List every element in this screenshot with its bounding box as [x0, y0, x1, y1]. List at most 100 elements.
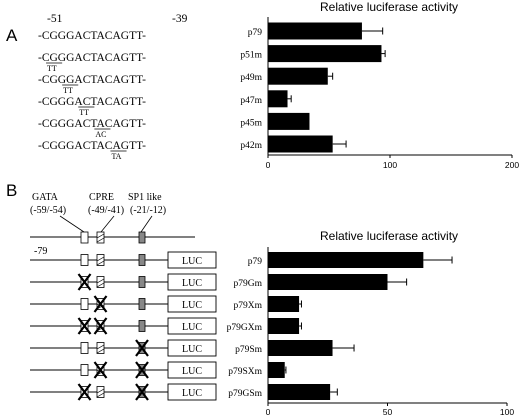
category-label: p42m	[240, 141, 262, 151]
luc-reporter-label: LUC	[182, 256, 202, 267]
sequence-text: -CGGGACTACAGTT-	[38, 96, 146, 108]
panel-a-letter: A	[6, 26, 18, 45]
mutation-x-mark	[93, 317, 108, 335]
element-map	[30, 231, 195, 244]
mutation-substitution: TT	[47, 64, 57, 73]
bar-p42m	[268, 135, 333, 153]
bar-p79Sm	[268, 340, 333, 356]
cpre-element-label: CPRE	[89, 192, 114, 203]
panel-b-letter: B	[6, 181, 17, 200]
cpre-box	[96, 386, 105, 398]
x-tick-label: 200	[505, 160, 519, 170]
cpre-hatch	[96, 260, 105, 266]
gata-box	[80, 254, 89, 266]
cpre-hatch	[96, 256, 105, 262]
cpre-hatch	[96, 282, 105, 288]
chart-a: 0 100 200 p79 p51m p49m p47m p45m p42m	[240, 17, 519, 170]
category-label: p79	[248, 28, 263, 38]
cpre-hatch	[96, 392, 105, 398]
bar-p79	[268, 22, 362, 40]
cpre-hatch	[96, 348, 105, 354]
gata-pointer-line	[59, 215, 85, 233]
mutation-x-mark	[77, 273, 92, 291]
cpre-box	[96, 276, 105, 288]
x-tick-label: 0	[266, 160, 271, 170]
sp1-pointer-line	[140, 215, 153, 233]
cpre-hatch	[96, 278, 105, 284]
bar-p79	[268, 252, 424, 268]
bar-p79GXm	[268, 318, 300, 334]
mutation-substitution: TT	[79, 108, 89, 117]
sequence-list: -CGGGACTACAGTT--CGGGACTACAGTT-TT-CGGGACT…	[38, 30, 146, 161]
mutation-substitution: TA	[111, 152, 121, 161]
mutation-x-mark	[135, 361, 149, 379]
bar-p79SXm	[268, 362, 285, 378]
bar-p51m	[268, 45, 382, 63]
sequence-text: -CGGGACTACAGTT-	[38, 140, 146, 152]
sp1-box	[138, 276, 146, 288]
cpre-hatch	[96, 388, 105, 394]
mutation-substitution: TT	[63, 86, 73, 95]
sequence-end-position: -39	[172, 13, 188, 25]
gata-element-label: GATA	[32, 192, 59, 203]
luc-reporter-label: LUC	[182, 366, 202, 377]
sequence-text: -CGGGACTACAGTT-	[38, 52, 146, 64]
chart-b: 0 50 100 p79 p79Gm p79Xm p79GXm p79Sm p79SXm p79G…	[227, 247, 514, 417]
sp1-element-label: SP1 like	[128, 192, 162, 203]
mutation-x-mark	[135, 383, 149, 401]
luc-reporter-box	[167, 383, 217, 401]
category-label: p45m	[240, 118, 262, 128]
luc-reporter-label: LUC	[182, 388, 202, 399]
mutation-x-mark	[77, 383, 92, 401]
chart-b-title: Relative luciferase activity	[320, 229, 458, 243]
gata-box	[80, 298, 89, 310]
cpre-hatch	[96, 344, 105, 350]
luc-reporter-box	[167, 339, 217, 357]
bar-p45m	[268, 112, 310, 130]
mutation-x-mark	[93, 295, 108, 313]
bar-p47m	[268, 90, 288, 108]
luc-reporter-box	[167, 361, 217, 379]
bar-p79Gm	[268, 274, 388, 290]
category-label: p79Gm	[234, 279, 263, 289]
category-label: p47m	[240, 96, 262, 106]
luc-reporter-box	[167, 317, 217, 335]
mutation-x-mark	[93, 361, 108, 379]
luc-reporter-box	[167, 295, 217, 313]
category-label: p79Xm	[234, 301, 263, 311]
construct-list: LUC LUC LUC LUC LUC LUC LUC	[30, 251, 217, 401]
luc-reporter-label: LUC	[182, 300, 202, 311]
cpre-pointer-line	[100, 215, 115, 233]
sp1-box	[138, 254, 146, 266]
gata-box	[80, 364, 89, 376]
bar-p49m	[268, 67, 328, 85]
chart-a-title: Relative luciferase activity	[320, 0, 458, 14]
luc-reporter-box	[167, 273, 217, 291]
x-tick-label: 50	[383, 407, 393, 417]
bar-p79Xm	[268, 296, 300, 312]
x-tick-label: 0	[266, 407, 271, 417]
category-label: p51m	[240, 51, 262, 61]
gata-element-range: (-59/-54)	[30, 205, 66, 216]
sequence-text: -CGGGACTACAGTT-	[38, 30, 146, 42]
x-tick-label: 100	[500, 407, 514, 417]
category-label: p49m	[240, 73, 262, 83]
category-label: p79GSm	[228, 389, 262, 399]
luc-reporter-box	[167, 251, 217, 269]
sequence-text: -CGGGACTACAGTT-	[38, 74, 146, 86]
luc-reporter-label: LUC	[182, 322, 202, 333]
mutation-substitution: AC	[95, 130, 106, 139]
category-label: p79SXm	[228, 367, 262, 377]
luc-reporter-label: LUC	[182, 278, 202, 289]
category-label: p79	[248, 257, 263, 267]
mutation-x-mark	[135, 339, 149, 357]
sp1-box	[138, 298, 146, 310]
cpre-box	[96, 254, 105, 266]
x-tick-label: 100	[383, 160, 397, 170]
cpre-box	[96, 342, 105, 354]
sp1-box	[138, 320, 146, 332]
category-label: p79GXm	[227, 323, 263, 333]
construct-start-position: -79	[34, 246, 47, 257]
gata-box	[80, 342, 89, 354]
